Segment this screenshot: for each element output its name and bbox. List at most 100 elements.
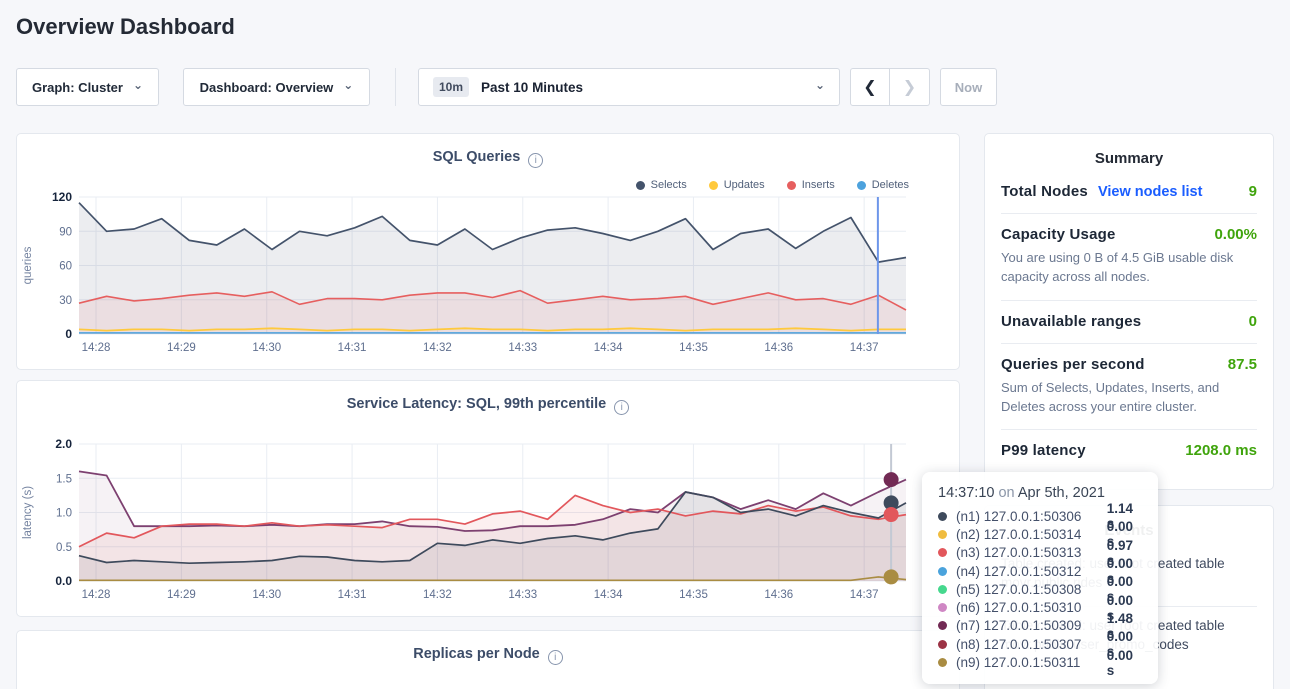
svg-text:0.5: 0.5 <box>56 542 72 554</box>
svg-text:120: 120 <box>52 190 72 204</box>
svg-text:14:28: 14:28 <box>82 589 111 601</box>
service-latency-chart[interactable]: 14:2814:2914:3014:3114:3214:3314:3414:35… <box>17 437 961 615</box>
svg-text:14:34: 14:34 <box>594 342 623 354</box>
unavailable-ranges-label: Unavailable ranges <box>1001 313 1141 330</box>
total-nodes-value: 9 <box>1249 183 1257 200</box>
p99-latency-label: P99 latency <box>1001 442 1086 459</box>
service-latency-title: Service Latency: SQL, 99th percentile i <box>17 381 959 415</box>
series-dot-icon <box>938 512 947 521</box>
svg-text:14:32: 14:32 <box>423 342 452 354</box>
series-dot-icon <box>938 603 947 612</box>
svg-text:1.5: 1.5 <box>56 473 72 485</box>
svg-text:14:29: 14:29 <box>167 342 196 354</box>
chart-title-text: Service Latency: SQL, 99th percentile <box>347 396 607 412</box>
chevron-down-icon: ⌄ <box>343 78 353 92</box>
series-dot-icon <box>938 658 947 667</box>
chart-hover-tooltip: 14:37:10 on Apr 5th, 2021 (n1) 127.0.0.1… <box>922 472 1158 684</box>
total-nodes-label: Total Nodes <box>1001 183 1088 200</box>
svg-text:0.0: 0.0 <box>55 574 72 588</box>
svg-text:2.0: 2.0 <box>55 437 72 451</box>
info-icon[interactable]: i <box>614 400 629 415</box>
time-step-forward-button[interactable]: ❯ <box>890 68 930 106</box>
summary-row-total-nodes: Total Nodes View nodes list 9 <box>1001 171 1257 214</box>
svg-text:0: 0 <box>65 327 72 341</box>
chart-title-text: Replicas per Node <box>413 646 540 662</box>
chevron-down-icon: ⌄ <box>133 78 143 92</box>
capacity-usage-value: 0.00% <box>1214 226 1257 243</box>
capacity-usage-subtitle: You are using 0 B of 4.5 GiB usable disk… <box>1001 249 1257 287</box>
series-dot-icon <box>938 585 947 594</box>
capacity-usage-label: Capacity Usage <box>1001 226 1116 243</box>
tooltip-node: (n5) 127.0.0.1:50308 <box>956 582 1098 597</box>
svg-text:14:36: 14:36 <box>764 342 793 354</box>
unavailable-ranges-value: 0 <box>1249 313 1257 330</box>
sql-queries-chart[interactable]: 14:2814:2914:3014:3114:3214:3314:3414:35… <box>17 190 961 368</box>
tooltip-date-join: on <box>998 485 1014 501</box>
svg-text:14:34: 14:34 <box>594 589 623 601</box>
toolbar-divider <box>395 68 396 106</box>
sql-queries-title: SQL Queries i <box>17 134 959 168</box>
qps-value: 87.5 <box>1228 356 1257 373</box>
svg-text:60: 60 <box>59 261 72 273</box>
view-nodes-list-link[interactable]: View nodes list <box>1098 184 1203 200</box>
replicas-per-node-title: Replicas per Node i <box>17 631 959 665</box>
time-range-selector[interactable]: 10m Past 10 Minutes ⌄ <box>418 68 840 106</box>
svg-text:14:33: 14:33 <box>508 589 537 601</box>
svg-text:1.0: 1.0 <box>56 508 72 520</box>
time-step-buttons: ❮ ❯ <box>850 68 930 106</box>
time-range-badge: 10m <box>433 77 469 97</box>
replicas-per-node-card: Replicas per Node i <box>16 630 960 689</box>
summary-title: Summary <box>985 134 1273 171</box>
qps-subtitle: Sum of Selects, Updates, Inserts, and De… <box>1001 379 1257 417</box>
tooltip-node: (n4) 127.0.0.1:50312 <box>956 564 1098 579</box>
tooltip-value: 0.00 s <box>1107 648 1142 678</box>
series-dot-icon <box>938 548 947 557</box>
graph-scope-label: Graph: Cluster <box>32 80 123 95</box>
tooltip-node: (n7) 127.0.0.1:50309 <box>956 618 1098 633</box>
svg-text:14:33: 14:33 <box>508 342 537 354</box>
time-step-back-button[interactable]: ❮ <box>850 68 890 106</box>
info-icon[interactable]: i <box>528 153 543 168</box>
tooltip-node: (n2) 127.0.0.1:50314 <box>956 527 1098 542</box>
tooltip-date: Apr 5th, 2021 <box>1018 485 1105 501</box>
series-dot-icon <box>938 567 947 576</box>
svg-text:30: 30 <box>59 295 72 307</box>
summary-row-qps: Queries per second 87.5 Sum of Selects, … <box>1001 344 1257 431</box>
svg-text:14:30: 14:30 <box>252 589 281 601</box>
dashboard-select-dropdown[interactable]: Dashboard: Overview ⌄ <box>183 68 370 106</box>
summary-panel: Summary Total Nodes View nodes list 9 Ca… <box>984 133 1274 490</box>
svg-text:14:31: 14:31 <box>338 342 367 354</box>
svg-text:latency (s): latency (s) <box>22 486 34 539</box>
series-dot-icon <box>636 181 645 190</box>
time-range-label: Past 10 Minutes <box>481 80 803 95</box>
svg-text:14:37: 14:37 <box>850 589 879 601</box>
graph-scope-dropdown[interactable]: Graph: Cluster ⌄ <box>16 68 159 106</box>
svg-text:14:37: 14:37 <box>850 342 879 354</box>
tooltip-timestamp: 14:37:10 on Apr 5th, 2021 <box>938 485 1142 501</box>
now-button[interactable]: Now <box>940 68 997 106</box>
service-latency-card: Service Latency: SQL, 99th percentile i 1… <box>16 380 960 617</box>
chevron-down-icon: ⌄ <box>815 78 825 92</box>
series-dot-icon <box>857 181 866 190</box>
summary-row-capacity: Capacity Usage 0.00% You are using 0 B o… <box>1001 214 1257 301</box>
series-dot-icon <box>938 530 947 539</box>
svg-text:90: 90 <box>59 226 72 238</box>
svg-text:14:31: 14:31 <box>338 589 367 601</box>
tooltip-node: (n3) 127.0.0.1:50313 <box>956 545 1098 560</box>
series-dot-icon <box>938 621 947 630</box>
svg-text:14:32: 14:32 <box>423 589 452 601</box>
tooltip-node: (n9) 127.0.0.1:50311 <box>956 655 1098 670</box>
tooltip-node: (n8) 127.0.0.1:50307 <box>956 637 1098 652</box>
series-dot-icon <box>787 181 796 190</box>
series-dot-icon <box>709 181 718 190</box>
chart-title-text: SQL Queries <box>433 149 521 165</box>
summary-row-p99: P99 latency 1208.0 ms <box>1001 430 1257 472</box>
svg-text:14:29: 14:29 <box>167 589 196 601</box>
qps-label: Queries per second <box>1001 356 1145 373</box>
tooltip-row-n9: (n9) 127.0.0.1:503110.00 s <box>938 653 1142 671</box>
tooltip-node: (n6) 127.0.0.1:50310 <box>956 600 1098 615</box>
svg-text:14:28: 14:28 <box>82 342 111 354</box>
svg-text:14:36: 14:36 <box>764 589 793 601</box>
info-icon[interactable]: i <box>548 650 563 665</box>
series-dot-icon <box>938 640 947 649</box>
